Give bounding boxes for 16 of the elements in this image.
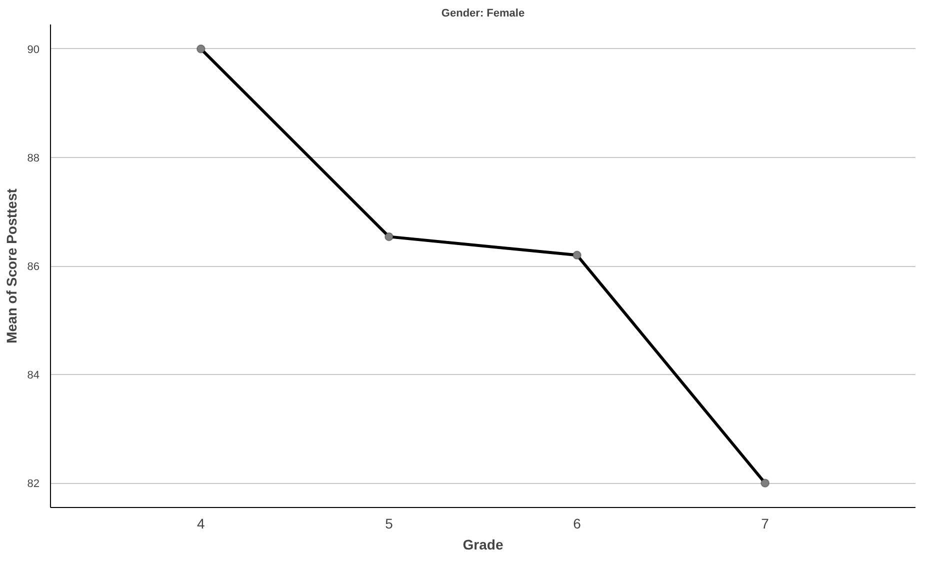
point <box>760 478 770 488</box>
y-tick-label: 84 <box>27 370 40 382</box>
x-tick-label: 7 <box>761 516 770 532</box>
point <box>196 44 206 54</box>
y-tick-label: 86 <box>27 261 40 273</box>
y-tick-label: 90 <box>27 44 40 56</box>
x-tick-label: 5 <box>385 516 394 532</box>
y-tick-label: 82 <box>27 478 40 490</box>
point <box>572 250 582 260</box>
x-axis-title: Grade <box>462 536 504 552</box>
y-axis-title: Mean of Score Posttest <box>3 188 20 344</box>
y-tick-label: 88 <box>27 152 40 164</box>
chart-title: Gender: Female <box>441 8 525 20</box>
point <box>384 232 394 242</box>
x-tick-label: 4 <box>197 516 206 532</box>
x-tick-label: 6 <box>573 516 582 532</box>
